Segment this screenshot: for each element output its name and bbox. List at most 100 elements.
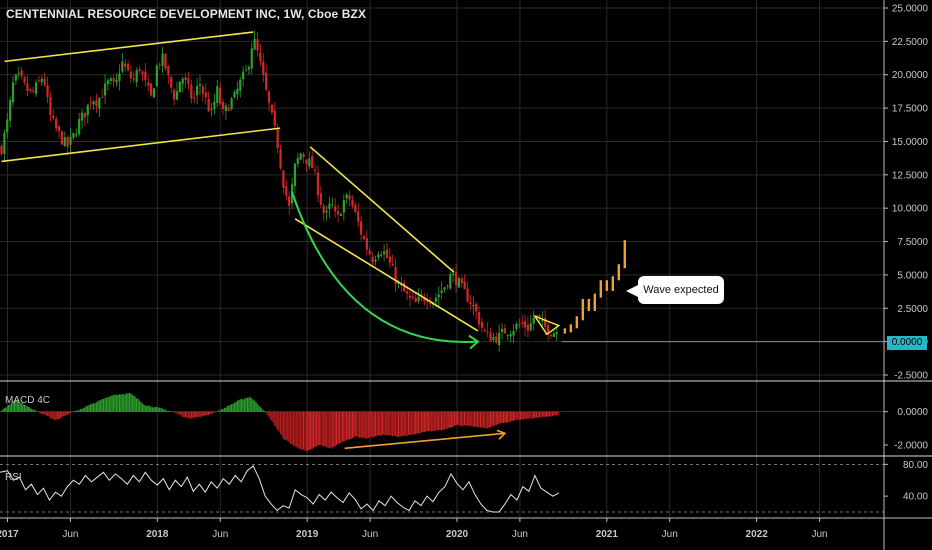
macd-bar	[22, 403, 24, 412]
candle-body	[256, 39, 259, 51]
macd-bar	[310, 411, 312, 450]
candle-body	[495, 336, 498, 343]
time-axis[interactable]: 2017 Jun 2018 Jun 2019 Jun 2020 Jun 2021 Jun 2022 J…	[0, 518, 828, 540]
candle-body	[394, 266, 397, 284]
macd-pane	[0, 393, 884, 451]
macd-bar	[344, 411, 346, 442]
candle-body	[483, 329, 486, 331]
macd-bar	[226, 405, 228, 412]
macd-bar	[241, 398, 243, 412]
macd-bar	[534, 411, 536, 418]
macd-bar	[54, 411, 56, 420]
macd-bar	[440, 411, 443, 431]
candle-body	[167, 66, 170, 76]
candle-body	[515, 323, 518, 329]
time-axis-label: Jun	[362, 529, 378, 540]
macd-bar	[230, 404, 233, 412]
macd-bar	[481, 411, 483, 429]
macd-bar	[23, 404, 26, 412]
macd-bar	[456, 411, 459, 425]
candle-body	[60, 131, 64, 145]
macd-bar	[452, 411, 454, 427]
candle-body	[49, 96, 52, 116]
grid-lines	[0, 0, 884, 518]
macd-bar	[160, 407, 162, 412]
macd-bar	[377, 411, 379, 436]
macd-bar	[38, 411, 40, 413]
candle-body	[273, 110, 276, 126]
candle-body	[213, 101, 216, 110]
candle-body	[207, 98, 210, 112]
candle-body	[313, 169, 317, 171]
macd-bar	[471, 411, 473, 427]
candle-body	[161, 53, 164, 66]
macd-bar	[360, 411, 362, 438]
macd-bar	[136, 398, 138, 412]
candle-body	[503, 328, 507, 334]
projection-candle	[623, 240, 626, 269]
macd-bar	[334, 411, 336, 447]
macd-bar	[118, 394, 120, 412]
macd-bar	[131, 394, 133, 412]
macd-bar	[216, 411, 218, 413]
macd-bar	[479, 411, 482, 428]
macd-bar	[209, 411, 211, 414]
macd-bar	[154, 406, 156, 412]
macd-bar	[459, 411, 461, 426]
macd-bar	[92, 403, 95, 412]
candle-body	[40, 78, 43, 83]
macd-bar	[12, 401, 14, 412]
macd-bar	[111, 395, 113, 412]
candle-body	[282, 170, 285, 188]
macd-bar	[498, 411, 500, 425]
macd-bar	[285, 411, 287, 440]
macd-bar	[220, 408, 223, 412]
macd-bar	[46, 411, 49, 417]
macd-bar	[48, 411, 50, 417]
macd-bar	[183, 411, 185, 418]
macd-bar	[18, 401, 20, 412]
macd-bar	[300, 411, 302, 450]
macd-bar	[163, 409, 165, 412]
candle-body	[201, 86, 204, 94]
macd-bar	[331, 411, 333, 448]
macd-bar	[553, 411, 555, 416]
macd-bar	[463, 411, 466, 426]
macd-bar	[107, 396, 109, 412]
candle-body	[6, 119, 9, 133]
candle-body	[452, 273, 455, 276]
macd-bar	[113, 394, 115, 412]
macd-bar	[210, 411, 213, 415]
macd-bar	[249, 396, 251, 412]
candle-body	[158, 64, 161, 66]
macd-bar	[288, 411, 290, 443]
macd-bar	[58, 411, 60, 420]
macd-bar	[282, 411, 284, 440]
candle-body	[17, 72, 20, 74]
price-axis[interactable]: 25.0000 22.5000 20.0000 17.5000 15.0000 12.50…	[884, 4, 928, 503]
candle-body	[244, 70, 248, 72]
macd-bar	[340, 411, 342, 444]
macd-bar	[475, 411, 477, 428]
macd-bar	[489, 411, 492, 428]
candle-body	[210, 108, 213, 110]
macd-bar	[353, 411, 355, 438]
macd-bar	[100, 399, 102, 412]
macd-bar	[337, 411, 339, 445]
macd-bar	[259, 406, 261, 412]
candle-body	[475, 303, 478, 312]
macd-bar	[151, 407, 154, 412]
candle-body	[129, 71, 133, 79]
macd-bar	[469, 411, 471, 426]
candle-body	[247, 66, 250, 70]
candle-body	[538, 314, 541, 319]
macd-bar	[236, 400, 238, 412]
candle-body	[230, 98, 233, 109]
candle-body	[454, 271, 458, 286]
macd-label: MACD 4C	[5, 395, 50, 406]
macd-bar	[492, 411, 494, 426]
macd-bar	[449, 411, 451, 428]
macd-bar	[59, 411, 62, 419]
macd-bar	[222, 409, 224, 412]
